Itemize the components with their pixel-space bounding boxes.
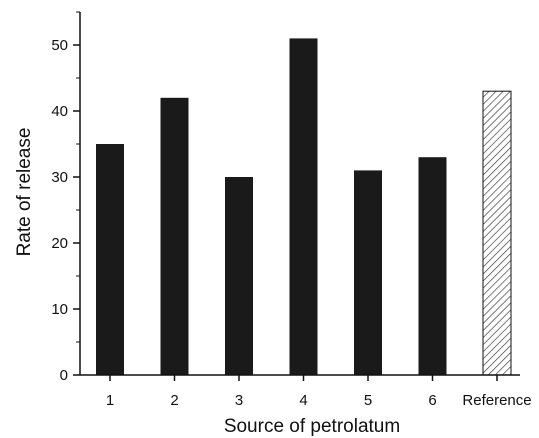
bar-1 xyxy=(96,144,124,375)
y-tick-label: 50 xyxy=(51,37,68,54)
axes-group: 0 10 20 30 40 50 1 2 3 4 5 6 Reference xyxy=(51,11,532,409)
x-tick-label: 4 xyxy=(299,392,307,409)
y-tick-label: 20 xyxy=(51,235,68,252)
x-tick-label: 6 xyxy=(428,392,436,409)
x-axis-label: Source of petrolatum xyxy=(224,416,400,437)
y-tick-label: 0 xyxy=(60,367,68,384)
y-tick-label: 40 xyxy=(51,103,68,120)
y-tick-label: 30 xyxy=(51,169,68,186)
x-tick-label: 3 xyxy=(235,392,243,409)
x-tick-label: 5 xyxy=(364,392,372,409)
y-tick-label: 10 xyxy=(51,301,68,318)
bar-6 xyxy=(418,157,447,375)
x-tick-label: Reference xyxy=(462,392,531,409)
y-axis-label: Rate of release xyxy=(14,128,35,257)
bar-5 xyxy=(354,170,382,375)
bar-3 xyxy=(225,177,253,375)
x-tick-label: 2 xyxy=(170,392,178,409)
bar-4 xyxy=(289,38,318,376)
bar-2 xyxy=(160,97,189,376)
bar-reference xyxy=(482,90,512,376)
bars-group xyxy=(96,38,512,376)
x-tick-label: 1 xyxy=(106,392,114,409)
